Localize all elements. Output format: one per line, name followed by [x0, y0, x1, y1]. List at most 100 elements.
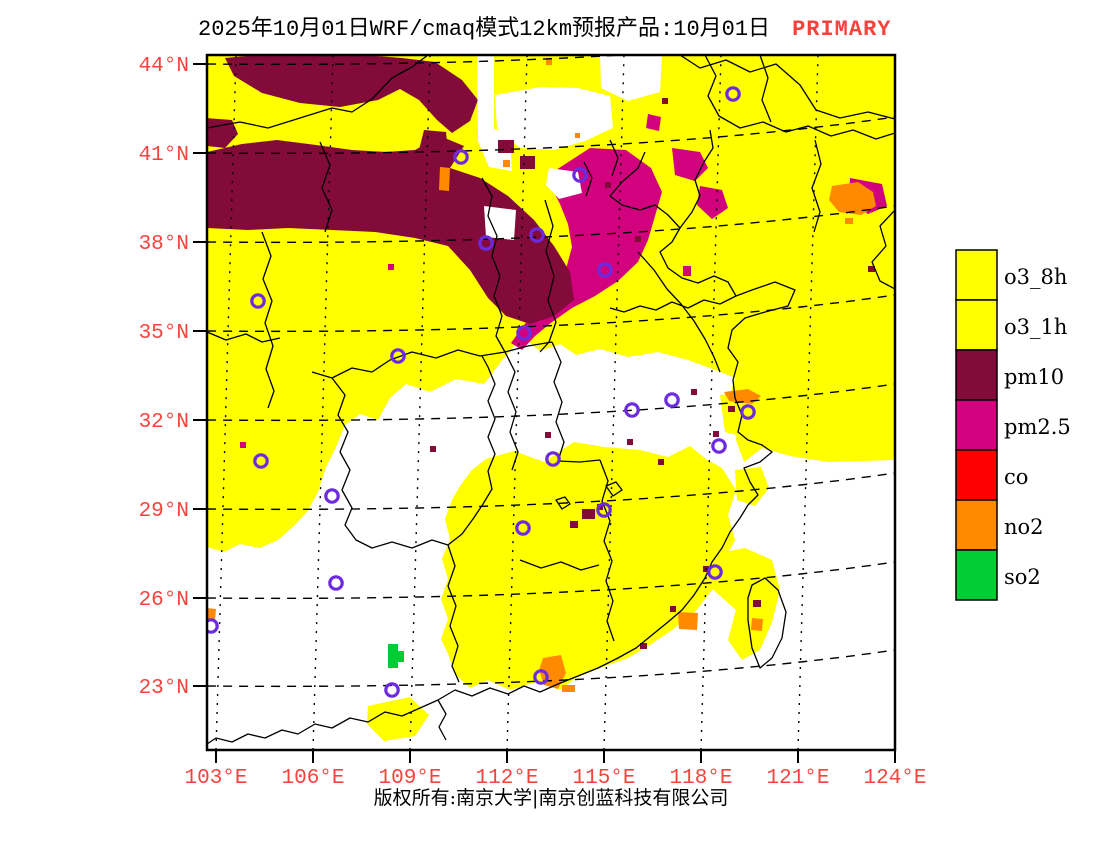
- lon-label-2: 109°E: [378, 767, 441, 790]
- boundary-line-1: [679, 55, 895, 120]
- boundary-line-7: [679, 129, 714, 229]
- map-title: 2025年10月01日WRF/cmaq模式12km预报产品:10月01日: [198, 17, 771, 42]
- legend-label-pm10: pm10: [1004, 365, 1064, 389]
- title-row: 2025年10月01日WRF/cmaq模式12km预报产品:10月01日 PRIM…: [198, 10, 891, 42]
- speck-pm10: [635, 236, 641, 242]
- region-no2-fujian-1: [678, 612, 698, 630]
- legend-label-o3_8h: o3_8h: [1004, 265, 1067, 289]
- city-marker: [250, 293, 266, 309]
- parallel-35°N: [207, 294, 895, 333]
- boundary-line-16: [551, 341, 601, 463]
- boundary-line-2: [704, 55, 895, 140]
- city-marker: [515, 520, 531, 536]
- legend-label-so2: so2: [1004, 565, 1041, 589]
- speck-pm10: [728, 406, 735, 412]
- legend-label-no2: no2: [1004, 515, 1044, 539]
- speck-pm10: [430, 446, 436, 452]
- region-no2-shenyang: [829, 182, 876, 215]
- region-no2-fujian-2: [751, 618, 763, 631]
- boundary-line-20: [583, 161, 593, 197]
- city-marker: [740, 404, 756, 420]
- speck-no2: [575, 133, 580, 138]
- parallel-26°N: [207, 561, 895, 600]
- speck-pm10: [605, 182, 611, 188]
- copyright-text: 版权所有:南京大学|南京创蓝科技有限公司: [373, 787, 729, 809]
- region-no2-nanjing: [724, 389, 761, 404]
- map-border-frame: [205, 53, 897, 752]
- parallel-41°N: [207, 116, 895, 155]
- graticule: [207, 55, 895, 750]
- lat-label-5: 29°N: [139, 500, 189, 523]
- lon-label-4: 115°E: [572, 767, 635, 790]
- boundary-line-17: [319, 141, 333, 233]
- city-marker: [328, 575, 344, 591]
- city-marker: [529, 227, 545, 243]
- city-marker: [253, 453, 269, 469]
- city-marker: [664, 392, 680, 408]
- region-no2-kunming-edge: [207, 608, 216, 620]
- lon-label-1: 106°E: [281, 767, 344, 790]
- region-white-lvliang: [484, 206, 516, 240]
- speck-pm10: [662, 98, 668, 104]
- legend-label-co: co: [1004, 465, 1028, 489]
- legend-swatch-pm2.5: [955, 399, 998, 451]
- speck-pm10: [713, 431, 719, 437]
- lat-label-4: 32°N: [139, 411, 189, 434]
- province-borders: [207, 55, 895, 745]
- region-pm10-main-band: [207, 136, 574, 324]
- speck-pm10: [520, 156, 535, 169]
- region-white-blob-north: [495, 87, 613, 150]
- speck-pm25: [683, 266, 691, 276]
- city-markers: [207, 86, 756, 698]
- region-pm10-blob-left: [207, 118, 238, 148]
- legend-swatch-so2: [955, 549, 998, 601]
- lat-label-7: 23°N: [139, 677, 189, 700]
- speck-pm10: [570, 521, 578, 528]
- boundary-line-8: [481, 177, 506, 353]
- speck-pm10: [582, 509, 595, 519]
- map-frame: [205, 53, 897, 752]
- legend-swatch-o3_8h: [955, 249, 998, 301]
- lat-label-1: 41°N: [139, 144, 189, 167]
- speck-pm10: [545, 432, 551, 438]
- lat-label-0: 44°N: [139, 55, 189, 78]
- lat-label-6: 26°N: [139, 589, 189, 612]
- region-pm10-top-band: [225, 55, 478, 133]
- boundary-line-21: [609, 139, 619, 177]
- meridian-124°E: [894, 725, 895, 750]
- speck-pm10: [640, 643, 647, 649]
- region-o3-guangxi: [367, 697, 429, 741]
- lon-label-5: 118°E: [669, 767, 732, 790]
- boundary-line-0: [207, 55, 429, 129]
- legend-label-o3_1h: o3_1h: [1004, 315, 1067, 339]
- legend-swatch-co: [955, 449, 998, 501]
- pollutant-regions: [207, 55, 895, 750]
- boundary-line-26: [605, 481, 623, 497]
- boundary-line-4: [811, 139, 822, 233]
- parallel-44°N: [207, 55, 633, 66]
- speck-pm25: [240, 442, 246, 448]
- city-marker: [572, 167, 588, 183]
- boundary-line-25: [609, 295, 737, 313]
- city-marker: [725, 86, 741, 102]
- city-marker: [453, 149, 469, 165]
- parallel-29°N: [207, 472, 895, 511]
- city-marker: [324, 488, 340, 504]
- boundary-line-24: [637, 251, 721, 373]
- boundary-line-15: [504, 351, 519, 471]
- parallel-38°N: [207, 205, 895, 244]
- city-marker: [597, 262, 613, 278]
- region-pm25-liaodong: [697, 186, 728, 219]
- legend: o3_8h o3_1h pm10 pm2.5 co no2 so2: [955, 249, 1071, 601]
- city-marker: [707, 564, 723, 580]
- axis-labels: 44°N 41°N 38°N 35°N 32°N 29°N 26°N 23°N 103°E 106…: [139, 55, 927, 790]
- legend-swatch-pm10: [955, 349, 998, 401]
- city-marker: [533, 669, 549, 685]
- boundary-line-9: [539, 199, 557, 353]
- legend-label-pm2.5: pm2.5: [1004, 415, 1071, 439]
- region-o3-zhejiang: [735, 467, 769, 506]
- speck-pm10: [868, 266, 875, 272]
- region-o3-south: [441, 442, 736, 690]
